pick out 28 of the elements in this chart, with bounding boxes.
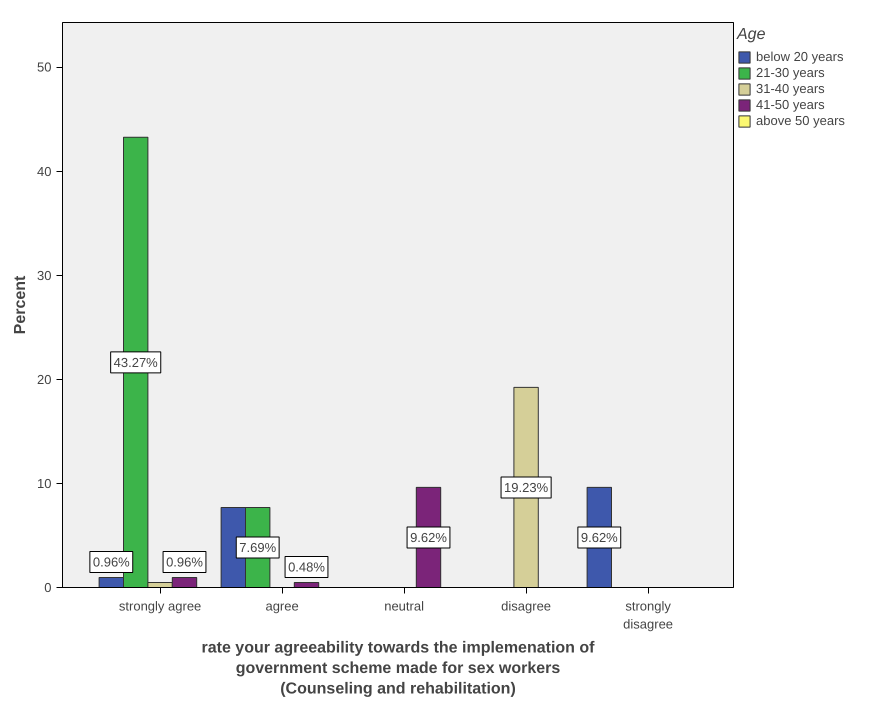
data-label: 0.96% (92, 554, 130, 570)
x-tick-label: strongly agree (118, 598, 202, 614)
y-tick-label: 10 (37, 476, 52, 491)
y-tick-label: 20 (37, 372, 52, 387)
legend-title: Age (737, 26, 766, 44)
data-label: 43.27% (114, 354, 158, 370)
legend-label: 41-50 years (756, 97, 825, 112)
y-tick-label: 40 (37, 164, 52, 179)
y-tick-label: 0 (44, 580, 52, 595)
x-tick-label: strongly disagree (623, 598, 674, 632)
x-tick-label: disagree (501, 598, 552, 614)
data-label: 0.96% (166, 554, 204, 570)
legend-label: above 50 years (756, 113, 845, 128)
legend-label: 31-40 years (756, 81, 825, 96)
data-label: 19.23% (504, 480, 549, 495)
x-axis-title: rate your agreeability towards the implemenation of government scheme made for sex workers (Counseling and rehabilitation) (202, 640, 596, 698)
data-label: 7.69% (239, 540, 277, 555)
y-axis-title: Percent (12, 274, 30, 334)
data-label: 0.48% (288, 560, 326, 575)
data-label: 9.62% (580, 530, 618, 545)
y-tick-label: 50 (37, 60, 52, 75)
x-tick-label: agree (265, 598, 299, 614)
y-tick-label: 30 (37, 268, 52, 283)
legend-label: below 20 years (756, 49, 844, 64)
legend-label: 21-30 years (756, 65, 825, 80)
data-label: 9.62% (410, 530, 448, 545)
x-tick-label: neutral (384, 598, 424, 614)
bar (294, 582, 320, 588)
